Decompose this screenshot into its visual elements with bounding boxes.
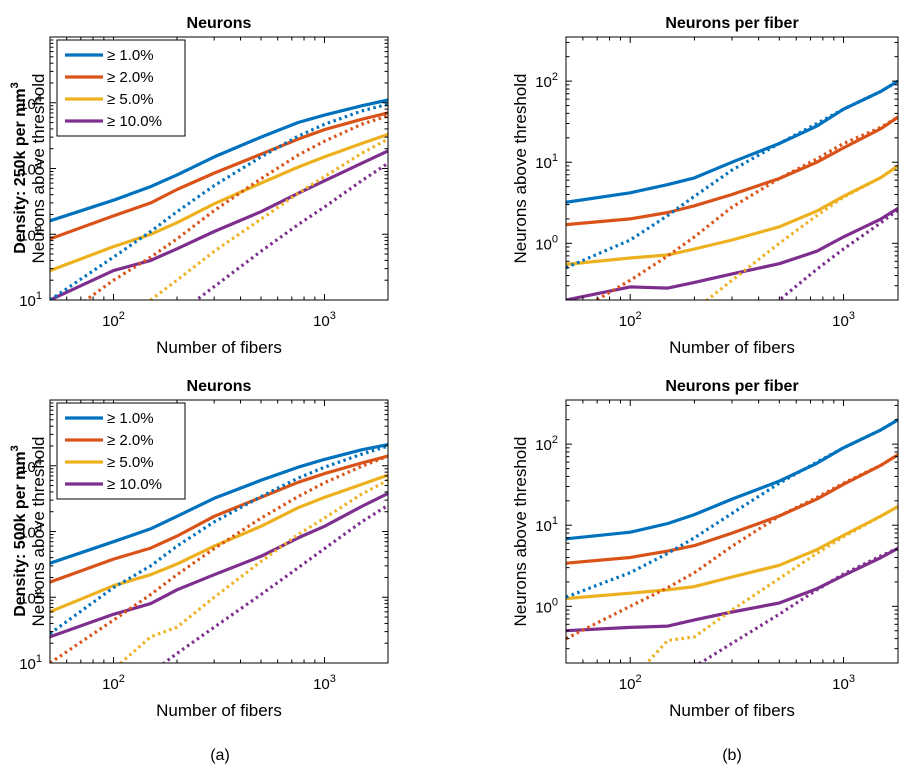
y-tick-label: 103 bbox=[19, 522, 42, 542]
chart-title: Neurons per fiber bbox=[665, 15, 798, 32]
caption-a: (a) bbox=[210, 747, 230, 764]
x-tick-label: 103 bbox=[832, 673, 855, 693]
x-tick-label: 102 bbox=[619, 310, 642, 330]
y-tick-label: 103 bbox=[19, 159, 42, 179]
x-tick-label: 103 bbox=[313, 310, 336, 330]
x-tick-label: 102 bbox=[102, 310, 125, 330]
legend-label: ≥ 5.0% bbox=[107, 454, 154, 471]
legend-label: ≥ 2.0% bbox=[107, 69, 154, 86]
series-line-1-dotted bbox=[50, 454, 388, 663]
series-line-2-dotted bbox=[704, 164, 898, 300]
x-tick-label: 103 bbox=[313, 673, 336, 693]
y-tick-label: 101 bbox=[19, 290, 42, 310]
row-label-density-250k: Density: 250k per mm3 bbox=[9, 82, 29, 254]
legend-label: ≥ 10.0% bbox=[107, 476, 162, 493]
y-tick-label: 101 bbox=[19, 653, 42, 673]
chart-title: Neurons bbox=[187, 15, 252, 32]
chart-panel-neurons-per-fiber-250k: Neurons per fiber 102 103 100 101 102 Number o… bbox=[511, 15, 899, 357]
series-line-1-solid bbox=[566, 115, 898, 227]
legend-label: ≥ 1.0% bbox=[107, 47, 154, 64]
series-line-2-solid bbox=[566, 505, 898, 601]
y-axis-label: Neurons above threshold bbox=[511, 74, 530, 264]
series-line-2-solid bbox=[566, 164, 898, 266]
series-line-2-dotted bbox=[118, 478, 388, 663]
series-line-1-solid bbox=[566, 453, 898, 565]
series-line-1-solid bbox=[50, 111, 388, 241]
series-group bbox=[566, 418, 898, 663]
series-line-1-solid bbox=[50, 454, 388, 584]
x-tick-label: 102 bbox=[102, 673, 125, 693]
y-tick-label: 102 bbox=[19, 224, 42, 244]
y-tick-label: 104 bbox=[19, 456, 42, 476]
series-line-2-dotted bbox=[147, 137, 388, 300]
y-tick-label: 101 bbox=[535, 515, 558, 535]
chart-panel-neurons-500k: Neurons 102 103 101 102 103 104 Number of fiber… bbox=[19, 378, 389, 720]
y-axis-label: Neurons above threshold bbox=[511, 437, 530, 627]
y-tick-label: 100 bbox=[535, 596, 558, 616]
x-axis-label: Number of fibers bbox=[669, 338, 795, 357]
y-axis-label: Neurons above threshold bbox=[29, 437, 48, 627]
chart-title: Neurons per fiber bbox=[665, 378, 798, 395]
y-tick-label: 102 bbox=[535, 71, 558, 91]
chart-title: Neurons bbox=[187, 378, 252, 395]
series-group bbox=[50, 98, 388, 300]
series-line-3-solid bbox=[566, 206, 898, 300]
series-line-3-dotted bbox=[193, 161, 388, 300]
y-tick-label: 102 bbox=[535, 434, 558, 454]
x-tick-label: 102 bbox=[619, 673, 642, 693]
legend-label: ≥ 1.0% bbox=[107, 410, 154, 427]
series-line-2-dotted bbox=[644, 505, 898, 663]
series-line-3-solid bbox=[566, 546, 898, 633]
series-line-1-dotted bbox=[83, 114, 388, 300]
series-group bbox=[50, 443, 388, 663]
legend-label: ≥ 10.0% bbox=[107, 113, 162, 130]
series-line-1-dotted bbox=[566, 453, 898, 641]
series-line-3-solid bbox=[50, 149, 388, 300]
y-axis-label: Neurons above threshold bbox=[29, 74, 48, 264]
y-tick-label: 102 bbox=[19, 587, 42, 607]
series-line-0-solid bbox=[50, 443, 388, 565]
series-line-2-solid bbox=[50, 473, 388, 614]
series-line-3-dotted bbox=[775, 208, 898, 300]
caption-b: (b) bbox=[722, 747, 742, 764]
series-line-0-dotted bbox=[566, 418, 898, 599]
x-axis-label: Number of fibers bbox=[156, 701, 282, 720]
legend-label: ≥ 2.0% bbox=[107, 432, 154, 449]
x-axis-label: Number of fibers bbox=[669, 701, 795, 720]
x-axis-label: Number of fibers bbox=[156, 338, 282, 357]
chart-panel-neurons-per-fiber-500k: Neurons per fiber 102 103 100 101 102 Number o… bbox=[511, 378, 899, 720]
row-label-density-500k: Density: 500k per mm3 bbox=[9, 445, 29, 617]
y-tick-label: 100 bbox=[535, 233, 558, 253]
x-tick-label: 103 bbox=[832, 310, 855, 330]
y-tick-label: 101 bbox=[535, 152, 558, 172]
legend-label: ≥ 5.0% bbox=[107, 91, 154, 108]
series-group bbox=[566, 79, 898, 300]
series-line-0-dotted bbox=[566, 79, 898, 270]
series-line-3-dotted bbox=[161, 503, 388, 663]
y-tick-label: 104 bbox=[19, 93, 42, 113]
series-line-0-solid bbox=[566, 79, 898, 204]
series-line-0-solid bbox=[50, 98, 388, 223]
chart-panel-neurons-250k: Neurons 102 103 101 102 103 104 Number of fiber… bbox=[19, 15, 389, 357]
series-line-3-dotted bbox=[697, 546, 898, 663]
series-line-1-dotted bbox=[593, 115, 898, 300]
